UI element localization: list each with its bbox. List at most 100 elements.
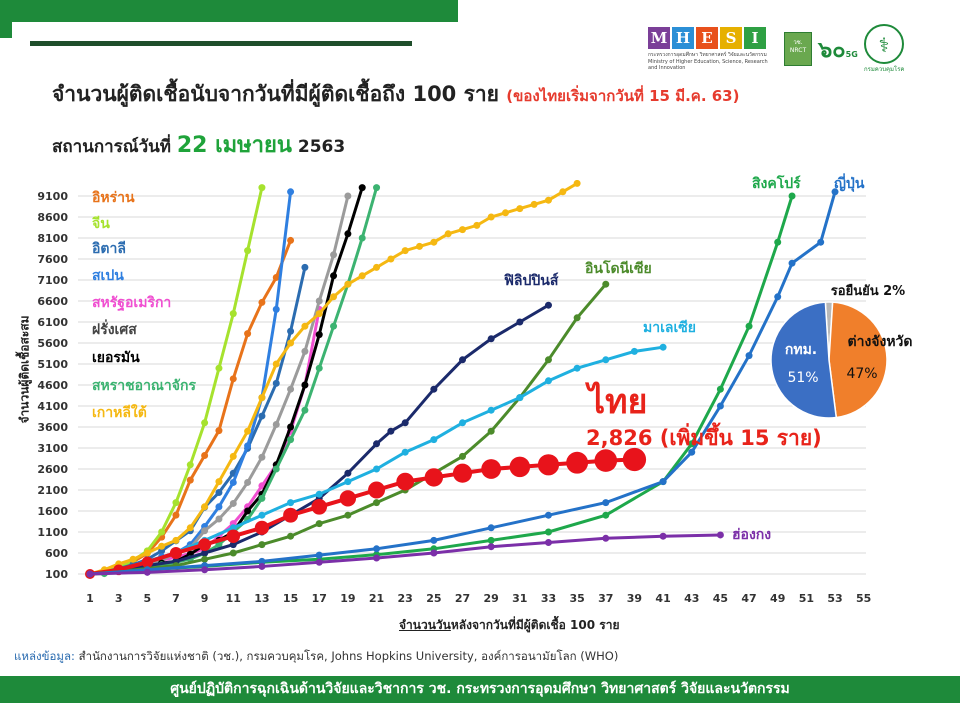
series-point (459, 226, 467, 234)
series-point (287, 499, 295, 507)
series-point (602, 356, 610, 364)
series-point (373, 440, 381, 448)
series-line (89, 533, 721, 576)
series-point (622, 447, 647, 472)
x-tick-label: 23 (398, 592, 413, 605)
series-point (201, 566, 209, 574)
mhesi-letter: H (672, 27, 694, 49)
legend-entry: อิตาลี (92, 241, 126, 257)
series-point (516, 318, 524, 326)
series-point (244, 478, 252, 486)
series-point (416, 242, 424, 250)
pie-label-pending: รอยืนยัน 2% (831, 283, 905, 299)
x-tick-label: 19 (340, 592, 355, 605)
x-tick-label: 21 (369, 592, 384, 605)
series-point (315, 558, 323, 566)
series-point (272, 273, 280, 281)
series-point (688, 448, 696, 456)
series-point (774, 293, 782, 301)
series-point (344, 280, 352, 288)
footer-bar: ศูนย์ปฏิบัติการฉุกเฉินด้านวิจัยและวิชากา… (0, 676, 960, 703)
x-tick-label: 51 (799, 592, 814, 605)
x-tick-label: 45 (713, 592, 728, 605)
series-point (215, 515, 223, 523)
series-point (537, 454, 560, 476)
series-point (201, 419, 209, 427)
series-point (229, 524, 237, 532)
x-tick-label: 31 (512, 592, 527, 605)
series-line (89, 303, 550, 576)
series-point (373, 545, 381, 553)
series-point (373, 499, 381, 507)
legend-entry: เกาหลีใต้ (92, 405, 147, 421)
series-point (387, 427, 395, 435)
series-point (229, 549, 237, 557)
page-title: จำนวนผู้ติดเชื้อนับจากวันที่มีผู้ติดเชื้… (52, 78, 739, 111)
series-point (301, 406, 309, 414)
y-tick-label: 8100 (37, 232, 68, 245)
series-group (85, 180, 839, 579)
series-point (287, 188, 295, 196)
legend-entry: ฝรั่งเศส (92, 322, 137, 338)
series-point (358, 184, 366, 192)
series-point (215, 478, 223, 486)
series-point (401, 419, 409, 427)
series-point (330, 322, 338, 330)
legend-entry: สเปน (92, 268, 124, 284)
y-tick-label: 8600 (37, 211, 68, 224)
series-point (516, 394, 524, 402)
series-point (430, 238, 438, 246)
x-tick-label: 47 (741, 592, 756, 605)
series-point (473, 221, 481, 229)
x-tick-label: 39 (627, 592, 642, 605)
pie-slice (770, 301, 838, 419)
series-point (86, 570, 94, 578)
top-green-tab (0, 22, 12, 38)
series-point (444, 230, 452, 238)
series-point (487, 427, 495, 435)
y-tick-label: 3600 (37, 421, 68, 434)
y-tick-label: 4600 (37, 379, 68, 392)
series-point (544, 377, 552, 385)
series-point (788, 259, 796, 267)
series-point (201, 555, 209, 563)
series-point (287, 436, 295, 444)
series-point (544, 301, 552, 309)
series-point (258, 453, 266, 461)
series-point (229, 541, 237, 549)
series-point (229, 375, 237, 383)
series-point (430, 536, 438, 544)
series-point (487, 543, 495, 551)
situation-date: สถานการณ์วันที่ 22 เมษายน 2563 (52, 127, 345, 162)
series-point (215, 489, 223, 497)
x-tick-label: 35 (569, 592, 584, 605)
top-dark-line (30, 41, 412, 46)
series-point (301, 347, 309, 355)
label-hongkong: ฮ่องกง (732, 527, 772, 543)
series-point (315, 297, 323, 305)
series-point (258, 562, 266, 570)
series-point (215, 364, 223, 372)
series-point (659, 343, 667, 351)
series-point (158, 542, 166, 550)
series-point (358, 234, 366, 242)
nrct-logo: วช. NRCT (784, 32, 812, 66)
series-point (244, 247, 252, 255)
series-point (339, 490, 357, 507)
series-point (229, 452, 237, 460)
series-point (659, 532, 667, 540)
series-point (487, 524, 495, 532)
series-point (544, 511, 552, 519)
series-point (573, 314, 581, 322)
series-point (344, 230, 352, 238)
pie-label-bkk: กทม. (785, 342, 817, 358)
series-point (573, 364, 581, 372)
series-point (387, 255, 395, 263)
x-tick-label: 41 (655, 592, 670, 605)
series-point (287, 327, 295, 335)
mhesi-letter: M (648, 27, 670, 49)
series-point (745, 352, 753, 360)
series-point (344, 511, 352, 519)
